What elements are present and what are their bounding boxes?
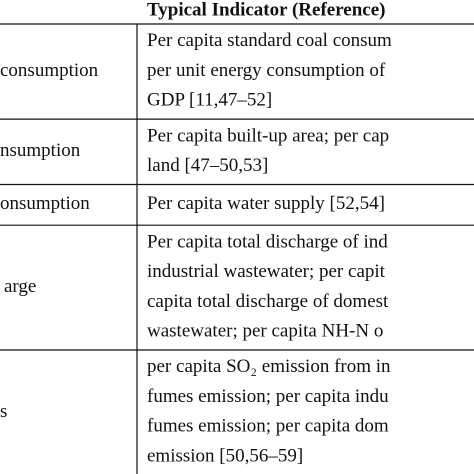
indicator-line: fumes emission; per capita dom [147,416,389,437]
indicator-line: GDP [11,47–52] [147,90,272,111]
indicator-line: per capita SO₂ emission from in [147,356,391,377]
indicator-line: Per capita water supply [52,54] [147,193,385,214]
indicator-line: Per capita built-up area; per cap [147,125,389,146]
indicator-line: emission [50,56–59] [147,445,303,466]
indicator-line: per unit energy consumption of [147,60,386,81]
header-cell: Typical Indicator (Reference) [147,0,386,20]
indicator-line: fumes emission; per capita indu [147,386,389,407]
indicator-line: wastewater; per capita NH-N o [147,321,383,342]
category-cell: nsumption [0,140,81,161]
category-cell: s [0,401,7,422]
indicator-line: Per capita total discharge of ind [147,231,388,252]
category-cell: onsumption [0,193,90,214]
category-cell: consumption [0,60,99,81]
indicator-line: capita total discharge of domest [147,291,389,312]
indicator-line: Per capita standard coal consum [147,30,392,51]
indicator-line: land [47–50,53] [147,155,268,176]
category-cell: arge [4,276,36,297]
indicator-line: industrial wastewater; per capit [147,261,386,282]
